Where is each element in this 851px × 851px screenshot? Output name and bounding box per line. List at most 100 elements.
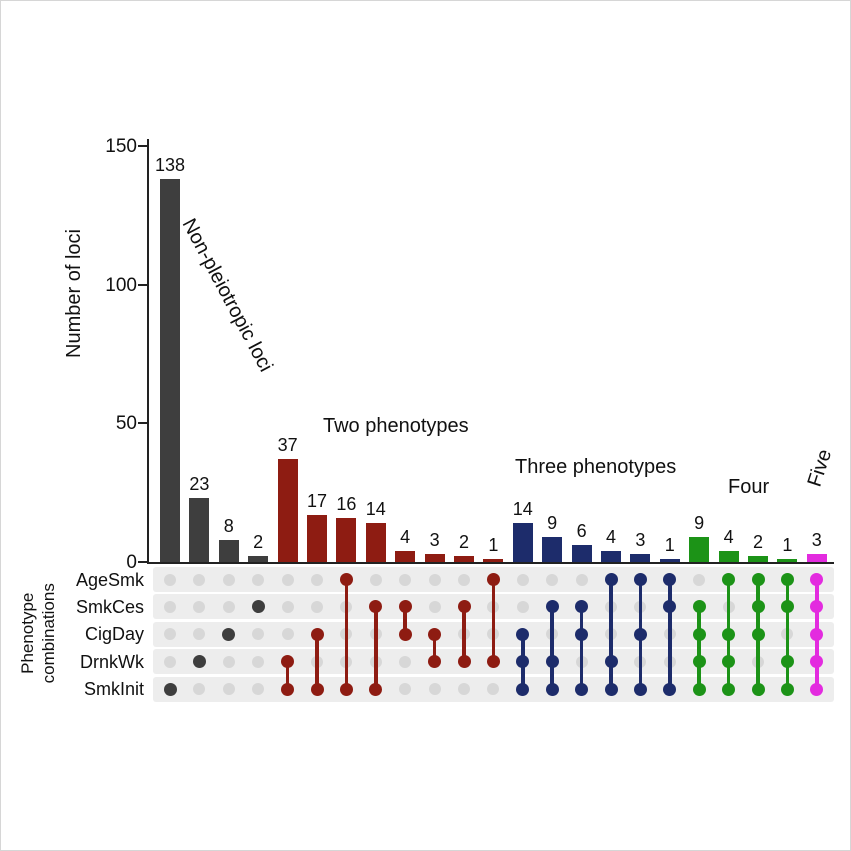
bar-value-label: 9 — [547, 513, 558, 534]
matrix-connector — [432, 634, 437, 662]
matrix-dot-empty — [428, 573, 441, 586]
matrix-dot-filled — [310, 627, 324, 641]
matrix-dot-filled — [575, 600, 589, 614]
matrix-dot-filled — [692, 655, 706, 669]
bar-value-label: 9 — [694, 513, 705, 534]
matrix-dot-filled — [428, 655, 442, 669]
bar — [542, 537, 563, 562]
matrix-dot-empty — [252, 628, 265, 641]
matrix-dot-empty — [193, 600, 206, 613]
bar-value-label: 8 — [223, 515, 234, 536]
matrix-connector — [609, 579, 613, 690]
matrix-dot-filled — [369, 682, 383, 696]
bar-value-label: 16 — [336, 493, 357, 514]
bar — [307, 514, 327, 562]
bar — [512, 523, 533, 562]
matrix-dot-filled — [339, 573, 353, 586]
bar — [160, 179, 180, 562]
row-label-smkces: SmkCes — [75, 596, 144, 617]
matrix-dot-filled — [692, 600, 706, 614]
matrix-dot-filled — [575, 682, 589, 696]
matrix-connector — [403, 606, 407, 635]
matrix-dot-empty — [222, 683, 235, 696]
matrix-dot-empty — [252, 573, 265, 586]
matrix-dot-filled — [751, 682, 765, 696]
bar-value-label: 138 — [154, 155, 186, 176]
matrix-dot-empty — [252, 655, 265, 668]
matrix-dot-filled — [751, 627, 765, 641]
matrix-dot-filled — [751, 573, 765, 586]
matrix-dot-empty — [516, 600, 529, 613]
matrix-dot-filled — [633, 682, 647, 696]
bar-value-label: 3 — [635, 529, 646, 550]
matrix-connector — [785, 579, 790, 690]
bar-value-label: 4 — [605, 526, 616, 547]
combo-label-line2: combinations — [39, 582, 59, 684]
matrix-connector — [315, 634, 319, 690]
row-label-cigday: CigDay — [84, 624, 144, 645]
matrix-dot-filled — [722, 573, 736, 586]
y-tick-mark — [138, 283, 147, 286]
matrix-dot-empty — [369, 573, 382, 586]
matrix-dot-filled — [604, 573, 618, 586]
matrix-dot-empty — [193, 573, 206, 586]
matrix-dot-filled — [457, 600, 471, 614]
y-axis-label-wrap: Number of loci — [59, 146, 89, 441]
matrix-dot-filled — [604, 655, 618, 669]
matrix-connector — [374, 606, 378, 690]
matrix-dot-filled — [575, 627, 589, 641]
matrix-dot-empty — [458, 683, 470, 696]
matrix-dot-filled — [281, 655, 295, 669]
matrix-dot-filled — [633, 627, 647, 641]
matrix-dot-empty — [164, 600, 176, 613]
y-tick-mark — [138, 561, 147, 563]
bar-value-label: 1 — [664, 535, 675, 556]
matrix-dot-filled — [310, 682, 324, 696]
annotation-non-pleiotropic-loci: Non-pleiotropic loci — [177, 215, 277, 376]
y-axis-line — [147, 139, 149, 564]
matrix-dot-filled — [722, 682, 736, 696]
bar — [365, 523, 386, 562]
annotation-two-phenotypes: Two phenotypes — [323, 415, 469, 437]
matrix-dot-filled — [663, 573, 677, 586]
bar-value-label: 23 — [189, 474, 210, 495]
matrix-dot-filled — [457, 655, 471, 669]
matrix-dot-filled — [428, 627, 442, 641]
matrix-dot-filled — [633, 573, 647, 586]
matrix-dot-empty — [164, 628, 176, 641]
matrix-dot-empty — [428, 683, 441, 696]
phenotype-combinations-label-wrap: Phenotype combinations — [9, 559, 67, 707]
matrix-dot-empty — [222, 655, 235, 668]
matrix-dot-filled — [486, 573, 500, 586]
matrix-connector — [344, 579, 349, 690]
bar — [483, 559, 504, 562]
matrix-dot-empty — [164, 655, 176, 668]
matrix-dot-filled — [516, 682, 530, 696]
y-tick-label: 50 — [115, 413, 137, 435]
bar — [601, 550, 621, 562]
matrix-connector — [550, 606, 554, 690]
matrix-dot-empty — [193, 628, 206, 641]
matrix-connector — [579, 606, 584, 690]
bar-value-label: 2 — [458, 532, 469, 553]
matrix-dot-filled — [398, 600, 412, 614]
matrix-dot-empty — [311, 573, 323, 586]
matrix-dot-filled — [192, 655, 206, 669]
bar — [336, 517, 357, 562]
matrix-dot-filled — [751, 600, 765, 614]
y-tick-mark — [138, 422, 147, 425]
matrix-dot-filled — [545, 600, 559, 614]
matrix-dot-filled — [692, 682, 706, 696]
bar-value-label: 1 — [488, 535, 499, 556]
bar-value-label: 14 — [512, 499, 533, 520]
matrix-dot-empty — [399, 683, 412, 696]
x-axis-line — [147, 562, 834, 564]
matrix-dot-filled — [692, 627, 706, 641]
matrix-dot-filled — [810, 627, 824, 641]
bar-value-label: 1 — [782, 535, 793, 556]
row-label-smkinit: SmkInit — [83, 679, 144, 700]
matrix-dot-filled — [780, 600, 794, 614]
row-label-agesmk: AgeSmk — [75, 569, 144, 590]
y-tick-mark — [138, 145, 147, 147]
